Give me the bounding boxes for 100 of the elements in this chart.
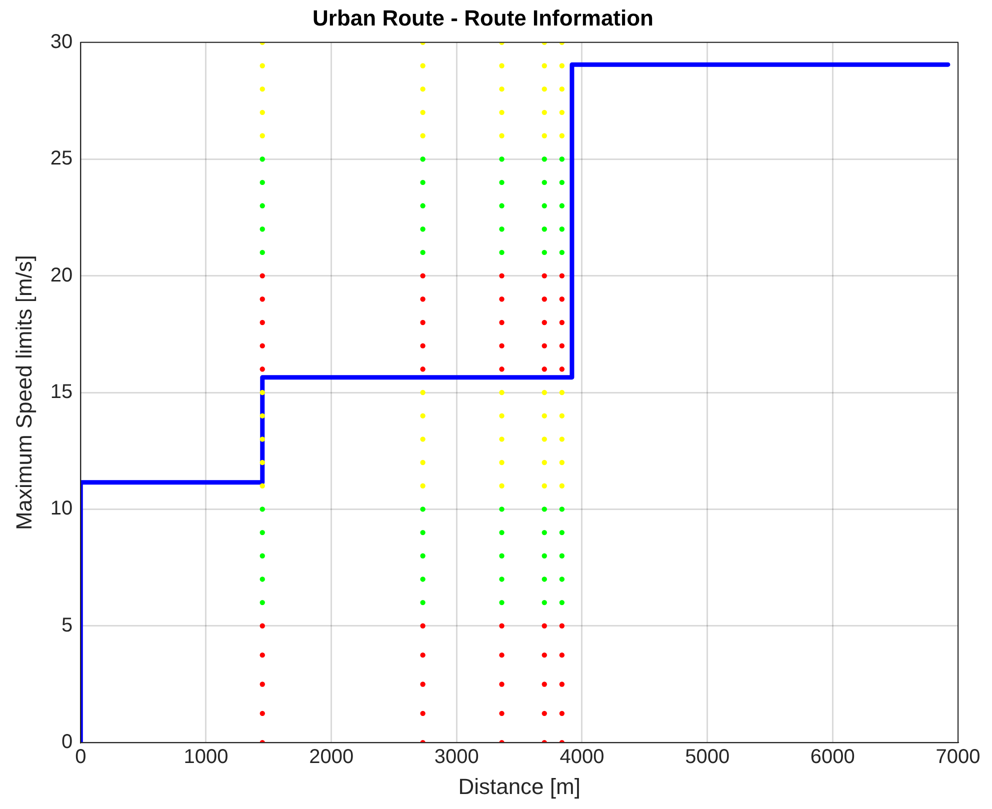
point [499,652,504,658]
point [260,483,265,488]
point [420,366,426,372]
point [542,203,547,208]
point [499,110,504,116]
point [542,366,547,372]
point [260,203,265,208]
point [559,86,565,92]
x-tick-label: 7000 [936,746,980,768]
point [559,623,565,628]
point [499,710,504,716]
point [420,180,426,186]
point [420,506,426,512]
point [420,600,426,606]
point [420,436,426,442]
point [499,483,504,488]
point [260,530,265,536]
point [420,133,426,138]
point [559,413,565,418]
point [559,553,565,558]
point [420,652,426,658]
point [499,133,504,138]
point [260,413,265,418]
x-tick-label: 2000 [309,746,354,768]
point [260,652,265,658]
point [260,436,265,442]
point [542,576,547,582]
point [260,553,265,558]
point [542,180,547,186]
point [420,682,426,687]
point [559,483,565,488]
point [420,203,426,208]
y-axis-title: Maximum Speed limits [m/s] [11,254,36,530]
point [260,576,265,582]
point [420,623,426,628]
point [499,180,504,186]
point [499,390,504,396]
point [542,710,547,716]
point [260,460,265,466]
point [499,600,504,606]
point [542,320,547,326]
point [559,180,565,186]
x-tick-label: 6000 [810,746,855,768]
point [542,296,547,302]
point [542,63,547,68]
point [260,226,265,232]
point [542,553,547,558]
y-tick-label: 20 [50,264,73,286]
point [559,530,565,536]
y-tick-label: 15 [50,381,73,404]
point [499,86,504,92]
point [260,390,265,396]
point [260,110,265,116]
point [420,86,426,92]
point [542,600,547,606]
point [420,530,426,536]
point [260,710,265,716]
point [542,110,547,116]
point [260,623,265,628]
x-axis-title: Distance [m] [458,774,580,799]
point [559,250,565,256]
point [559,366,565,372]
point [420,413,426,418]
point [260,296,265,302]
point [499,436,504,442]
point [420,553,426,558]
point [559,226,565,232]
point [499,530,504,536]
point [542,156,547,162]
point [499,63,504,68]
point [542,390,547,396]
point [542,483,547,488]
point [260,133,265,138]
point [559,460,565,466]
point [542,506,547,512]
point [542,226,547,232]
point [559,682,565,687]
point [420,343,426,348]
point [559,652,565,658]
point [559,273,565,278]
point [260,682,265,687]
point [420,63,426,68]
point [559,63,565,68]
y-tick-label: 25 [50,148,73,170]
point [542,460,547,466]
point [542,530,547,536]
point [260,86,265,92]
point [260,250,265,256]
point [542,273,547,278]
point [559,296,565,302]
point [559,320,565,326]
point [559,710,565,716]
point [542,250,547,256]
point [559,436,565,442]
point [542,86,547,92]
point [260,156,265,162]
point [499,576,504,582]
point [559,576,565,582]
point [499,553,504,558]
point [499,343,504,348]
